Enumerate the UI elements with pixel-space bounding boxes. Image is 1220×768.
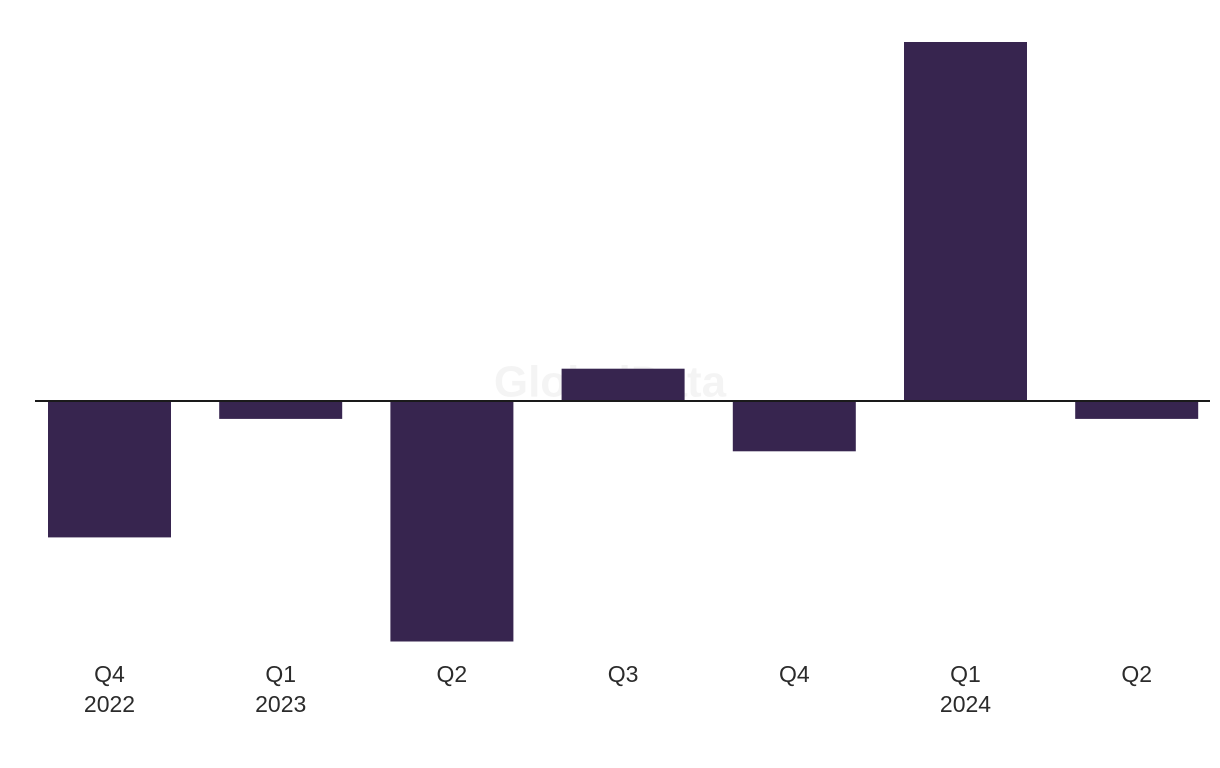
bars-group: [48, 42, 1199, 642]
x-tick-label-0: Q4: [94, 661, 125, 687]
x-tick-label-2: Q2: [437, 661, 468, 687]
bar-4: [732, 401, 856, 452]
x-tick-label-4: Q4: [779, 661, 810, 687]
bar-5: [904, 42, 1027, 401]
x-tick-label-1: Q1: [265, 661, 296, 687]
bar-0: [48, 401, 171, 538]
x-tick-label-5: Q1: [950, 661, 981, 687]
bar-6: [1075, 401, 1199, 419]
bar-3: [561, 368, 685, 401]
bar-1: [219, 401, 343, 419]
x-tick-label-3: Q3: [608, 661, 639, 687]
x-year-label-1: 2023: [255, 691, 306, 717]
x-year-label-5: 2024: [940, 691, 991, 717]
x-axis-labels: Q4 2022 Q1 2023 Q2 Q3 Q4 Q1 2024 Q2: [84, 661, 1152, 717]
x-year-label-0: 2022: [84, 691, 135, 717]
bar-2: [390, 401, 514, 642]
x-tick-label-6: Q2: [1121, 661, 1152, 687]
